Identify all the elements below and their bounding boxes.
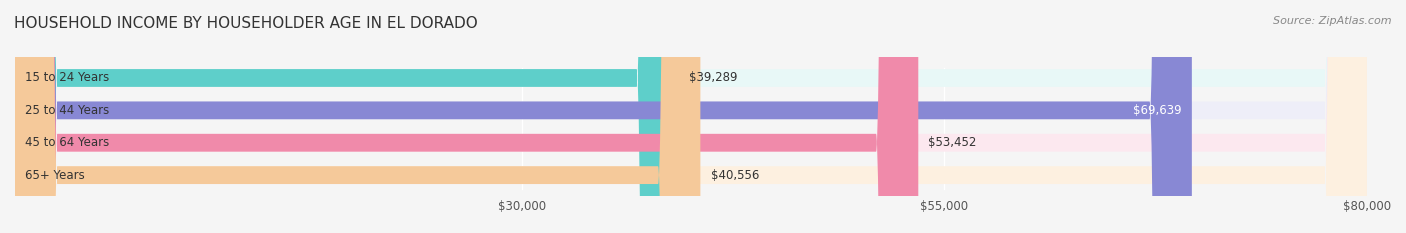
Text: Source: ZipAtlas.com: Source: ZipAtlas.com	[1274, 16, 1392, 26]
FancyBboxPatch shape	[15, 0, 679, 233]
FancyBboxPatch shape	[15, 0, 1367, 233]
Text: 15 to 24 Years: 15 to 24 Years	[25, 72, 110, 85]
Text: $40,556: $40,556	[710, 169, 759, 182]
Text: $69,639: $69,639	[1133, 104, 1181, 117]
Text: HOUSEHOLD INCOME BY HOUSEHOLDER AGE IN EL DORADO: HOUSEHOLD INCOME BY HOUSEHOLDER AGE IN E…	[14, 16, 478, 31]
Text: 65+ Years: 65+ Years	[25, 169, 84, 182]
Text: 25 to 44 Years: 25 to 44 Years	[25, 104, 110, 117]
FancyBboxPatch shape	[15, 0, 1367, 233]
FancyBboxPatch shape	[15, 0, 1192, 233]
FancyBboxPatch shape	[15, 0, 918, 233]
FancyBboxPatch shape	[15, 0, 700, 233]
Text: 45 to 64 Years: 45 to 64 Years	[25, 136, 110, 149]
FancyBboxPatch shape	[15, 0, 1367, 233]
Text: $39,289: $39,289	[689, 72, 738, 85]
Text: $53,452: $53,452	[928, 136, 977, 149]
FancyBboxPatch shape	[15, 0, 1367, 233]
